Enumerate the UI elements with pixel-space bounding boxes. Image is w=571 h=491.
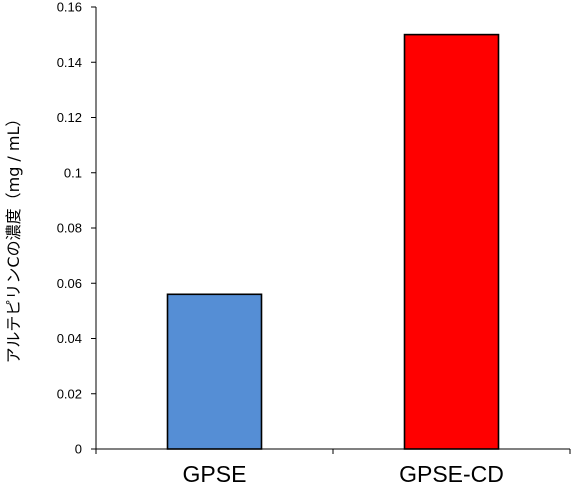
- y-tick-label: 0.08: [57, 221, 82, 236]
- y-axis-title: アルテピリンCの濃度（mg / mL）: [4, 111, 23, 364]
- y-ticks-group: 0 0.02 0.04 0.06 0.08 0.1 0.12 0.14 0.16: [57, 0, 96, 457]
- y-tick-label: 0.1: [64, 165, 82, 180]
- y-tick-label: 0.02: [57, 386, 82, 401]
- bar-gpse-cd: [403, 33, 500, 450]
- y-tick-label: 0.12: [57, 110, 82, 125]
- y-tick-label: 0: [75, 442, 82, 457]
- y-tick-label: 0.04: [57, 331, 82, 346]
- y-tick-label: 0.14: [57, 55, 82, 70]
- y-tick-label: 0.06: [57, 276, 82, 291]
- x-tick-label-gpse: GPSE: [183, 461, 247, 487]
- x-tick-label-gpse-cd: GPSE-CD: [399, 461, 504, 487]
- y-tick-label: 0.16: [57, 0, 82, 15]
- x-labels-group: GPSE GPSE-CD: [183, 461, 504, 487]
- bars-group: [166, 33, 500, 450]
- bar-gpse: [166, 293, 263, 450]
